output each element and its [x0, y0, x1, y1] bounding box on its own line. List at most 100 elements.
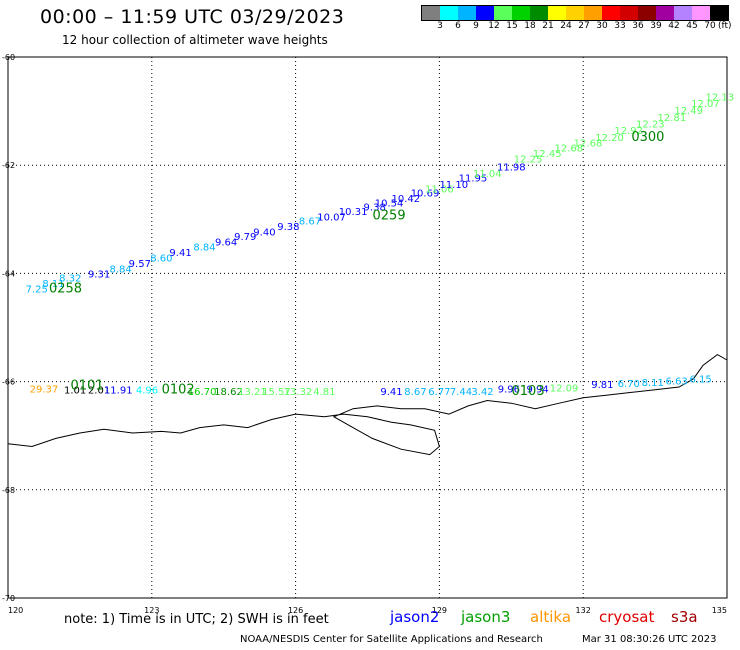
- wave-height-label: 7.44: [450, 387, 472, 398]
- wave-height-label: 12.45: [533, 149, 562, 160]
- colorbar-label: 36: [632, 21, 644, 31]
- wave-height-label: 6.15: [690, 375, 712, 386]
- wave-height-label: 8.11: [642, 378, 664, 389]
- colorbar-label: 70: [704, 21, 716, 31]
- page-title: 00:00 – 11:59 UTC 03/29/2023: [40, 6, 345, 28]
- wave-height-label: 10.54: [375, 198, 404, 209]
- colorbar-swatch: [440, 6, 458, 20]
- wave-height-label: 8.32: [59, 274, 81, 285]
- colorbar-swatch: [476, 6, 494, 20]
- wave-height-label: 10.69: [411, 189, 440, 200]
- y-tick-label: -68: [2, 486, 15, 495]
- satellite-legend-item: jason3: [461, 608, 511, 626]
- satellite-legend-item: altika: [530, 608, 572, 626]
- satellite-legend-item: cryosat: [599, 608, 655, 626]
- colorbar-swatch: [530, 6, 548, 20]
- wave-height-label: 29.37: [30, 384, 59, 395]
- colorbar-swatch: [494, 6, 512, 20]
- pass-time-label: 0101: [71, 379, 104, 394]
- wave-height-label: 10.31: [339, 207, 368, 218]
- wave-height-label: 13.32: [284, 387, 313, 398]
- colorbar-label: 6: [455, 21, 461, 31]
- coastline: [7, 354, 728, 456]
- wave-height-label: 15.57: [262, 387, 291, 398]
- colorbar-label: 15: [506, 21, 518, 31]
- wave-height-label: 12.92: [614, 126, 643, 137]
- wave-height-label: 3.42: [471, 387, 493, 398]
- colorbar-label: 27: [578, 21, 590, 31]
- colorbar-swatch: [638, 6, 656, 20]
- wave-height-colorbar: [421, 5, 729, 21]
- wave-height-label: 6.77: [428, 387, 450, 398]
- colorbar-label: 30: [596, 21, 608, 31]
- wave-height-label: 9.38: [277, 222, 299, 233]
- x-tick-label: 135: [712, 606, 727, 615]
- footer-timestamp: Mar 31 08:30:26 UTC 2023: [582, 634, 717, 645]
- map-frame: [7, 56, 728, 599]
- colorbar-swatch: [620, 6, 638, 20]
- satellite-legend-item: s3a: [671, 608, 698, 626]
- colorbar-label: 39: [650, 21, 662, 31]
- y-tick-label: -64: [2, 269, 15, 278]
- wave-height-label: 11.10: [439, 180, 468, 191]
- wave-height-label: 11.06: [425, 184, 454, 195]
- pass-time-label: 0300: [631, 130, 664, 145]
- colorbar-label: 21: [542, 21, 554, 31]
- pass-time-label: 0102: [162, 383, 195, 398]
- y-tick-label: -66: [2, 378, 15, 387]
- x-tick-label: 132: [576, 606, 591, 615]
- page-subtitle: 12 hour collection of altimeter wave hei…: [62, 33, 328, 47]
- wave-height-label: 10.07: [317, 212, 346, 223]
- wave-height-label: 6.70: [618, 379, 640, 390]
- colorbar-label: 42: [668, 21, 680, 31]
- wave-height-label: 4.81: [313, 387, 335, 398]
- wave-height-label: 13.21: [238, 387, 267, 398]
- colorbar-swatch: [458, 6, 476, 20]
- wave-height-label: 9.41: [169, 248, 191, 259]
- colorbar-swatch: [422, 6, 440, 20]
- wave-height-label: 12.68: [574, 138, 603, 149]
- wave-height-label: 10.42: [392, 194, 421, 205]
- wave-height-label: 12.20: [595, 133, 624, 144]
- x-tick-label: 123: [144, 606, 159, 615]
- satellite-legend-item: jason2: [390, 608, 440, 626]
- wave-height-label: 9.64: [215, 237, 237, 248]
- wave-height-label: 8.84: [193, 243, 215, 254]
- colorbar-swatch: [656, 6, 674, 20]
- wave-height-label: 9.31: [88, 270, 110, 281]
- colorbar-label: 45: [686, 21, 698, 31]
- pass-time-label: 0259: [373, 208, 406, 223]
- wave-height-label: 9.79: [234, 232, 256, 243]
- wave-height-label: 1.01: [64, 386, 86, 397]
- footer-note: note: 1) Time is in UTC; 2) SWH is in fe…: [64, 612, 329, 627]
- wave-height-label: 12.68: [554, 144, 583, 155]
- wave-height-label: 9.81: [591, 380, 613, 391]
- wave-height-label: 7.25: [26, 284, 48, 295]
- colorbar-swatch: [692, 6, 710, 20]
- wave-height-label: 9.40: [253, 228, 275, 239]
- colorbar-label: 24: [560, 21, 572, 31]
- wave-height-label: 12.13: [705, 92, 734, 103]
- colorbar-swatch: [512, 6, 530, 20]
- wave-height-label: 11.95: [459, 173, 488, 184]
- colorbar-swatch: [710, 6, 728, 20]
- wave-height-label: 12.25: [514, 154, 543, 165]
- colorbar-swatch: [674, 6, 692, 20]
- colorbar-swatch: [584, 6, 602, 20]
- wave-height-label: 12.81: [658, 113, 687, 124]
- wave-height-label: 6.63: [666, 376, 688, 387]
- wave-height-label: 9.94: [527, 384, 549, 395]
- x-tick-label: 129: [432, 606, 447, 615]
- y-tick-label: -62: [2, 161, 15, 170]
- wave-height-label: 16.70: [188, 387, 217, 398]
- wave-height-label: 18.62: [214, 387, 243, 398]
- wave-height-label: 12.07: [691, 99, 720, 110]
- colorbar-unit: (ft): [718, 21, 732, 31]
- wave-height-label: 12.49: [674, 106, 703, 117]
- wave-height-label: 8.60: [150, 253, 172, 264]
- y-tick-label: -70: [2, 594, 15, 603]
- wave-height-label: 9.41: [380, 387, 402, 398]
- wave-height-label: 9.96: [498, 384, 520, 395]
- pass-time-label: 0103: [512, 384, 545, 399]
- footer-credit: NOAA/NESDIS Center for Satellite Applica…: [240, 634, 543, 645]
